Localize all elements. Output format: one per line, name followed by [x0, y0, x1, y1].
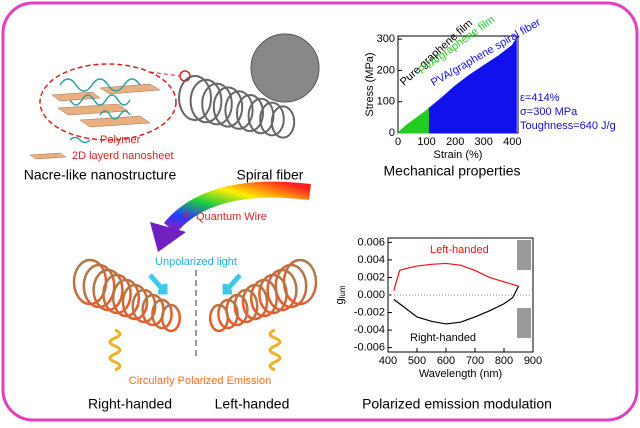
chiral-coils	[72, 258, 318, 333]
x-tick-label: 0	[395, 136, 401, 148]
y-tick-label: 200	[377, 64, 395, 76]
annotation: σ=300 MPa	[520, 106, 578, 118]
line	[393, 262, 519, 291]
helix-right	[268, 328, 282, 372]
cpe-label: Circularly Polarized Emission	[129, 375, 271, 387]
light-arrow-left	[148, 273, 168, 295]
coil-loop	[217, 298, 239, 330]
mechanical-label: Mechanical properties	[384, 163, 521, 179]
coil-loop	[121, 283, 149, 321]
y-tick-label: -0.004	[354, 324, 385, 336]
x-tick-label: 900	[524, 355, 542, 367]
nacre-zoom	[39, 63, 177, 141]
zoom-line	[149, 71, 181, 77]
y-axis-label-sub: lum	[338, 285, 347, 298]
x-axis-label: Strain (%)	[434, 149, 483, 161]
polymer-chains	[59, 78, 141, 120]
process-arrowhead	[150, 222, 186, 252]
y-tick-label: 0.004	[357, 254, 385, 266]
coil-loop	[111, 278, 141, 318]
annotation: Toughness=640 J/g	[520, 120, 616, 132]
coil-loop	[224, 90, 254, 130]
series-label: Left-handed	[430, 244, 489, 256]
line	[393, 285, 520, 325]
y-tick-label: 0.002	[357, 271, 385, 283]
annotation: ε=414%	[520, 92, 560, 104]
process-arrow	[163, 181, 311, 234]
spiral-fiber-label: Spiral fiber	[237, 167, 304, 183]
y-tick-label: 300	[377, 33, 395, 45]
x-axis-label: Wavelength (nm)	[419, 368, 502, 380]
area	[396, 106, 430, 134]
y-axis-label: Stress (MPa)	[364, 52, 376, 116]
area	[428, 37, 517, 134]
x-tick-label: 800	[495, 355, 513, 367]
coil-loop	[259, 101, 285, 137]
coil-loop	[102, 273, 132, 315]
coil-loop	[208, 303, 230, 333]
light-arrow-right	[222, 273, 242, 295]
y-tick-label: 0	[389, 127, 395, 139]
y-axis-label: glum	[334, 285, 347, 304]
sem-image	[250, 33, 320, 103]
spiral-fiber-drawing	[178, 75, 296, 139]
sem-inset	[517, 308, 531, 338]
coil-loop	[201, 82, 233, 126]
x-tick-label: 400	[379, 355, 397, 367]
y-tick-label: 0.006	[357, 236, 385, 248]
x-tick-label: 100	[417, 136, 435, 148]
coil-loop	[72, 258, 108, 306]
coil-loop	[270, 105, 296, 139]
nanosheet-label: 2D layerd nanosheet	[72, 150, 174, 162]
nanosheet-icon	[29, 152, 67, 160]
nacre-label: Nacre-like nanostructure	[24, 167, 177, 183]
left-handed-label: Left-handed	[215, 396, 290, 412]
series-label: Right-handed	[410, 332, 476, 344]
x-tick-label: 600	[437, 355, 455, 367]
coil-loop	[236, 94, 264, 132]
coil-loop	[282, 258, 318, 306]
modulation-label: Polarized emission modulation	[362, 396, 552, 412]
polymer-icon	[69, 136, 91, 144]
x-tick-label: 500	[408, 355, 426, 367]
plus-sign: +	[183, 210, 189, 222]
coil-loop	[189, 78, 223, 124]
coil-loop	[241, 283, 269, 321]
coil-loop	[160, 303, 182, 333]
quantum-wire-label: Quantum Wire	[196, 211, 267, 223]
coil-loop	[249, 278, 279, 318]
coil-loop	[212, 86, 244, 128]
coil-loop	[258, 273, 288, 315]
right-handed-label: Right-handed	[88, 396, 172, 412]
x-tick-label: 300	[475, 136, 493, 148]
helix-left	[108, 328, 122, 372]
y-tick-label: -0.006	[354, 342, 385, 354]
y-tick-label: -0.002	[354, 306, 385, 318]
y-tick-label: 0.000	[357, 289, 385, 301]
y-tick-label: 100	[377, 96, 395, 108]
polymer-label: Polymer	[100, 134, 141, 146]
x-tick-label: 700	[466, 355, 484, 367]
x-tick-label: 400	[503, 136, 521, 148]
x-tick-label: 200	[446, 136, 464, 148]
sem-inset	[517, 240, 531, 270]
coil-loop	[178, 75, 212, 121]
coil-loop	[151, 298, 173, 330]
unpolarized-label: Unpolarized light	[155, 256, 237, 268]
